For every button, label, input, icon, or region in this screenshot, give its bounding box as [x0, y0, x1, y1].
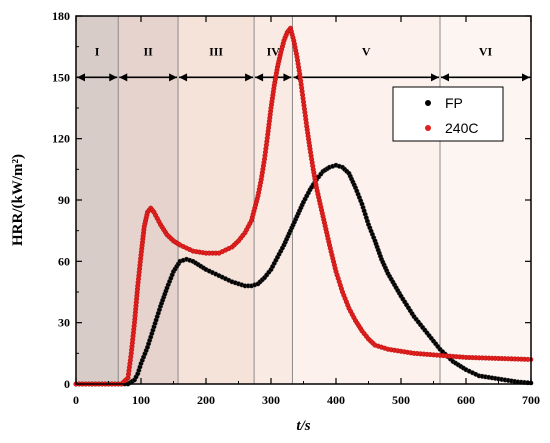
y-tick-label: 0 [64, 377, 70, 391]
region-label-ii: II [143, 44, 153, 58]
region-arrow-head-left [179, 73, 188, 82]
region-label-v: V [362, 44, 371, 58]
y-axis-ticks: 0 30 60 90 120 150 180 [52, 9, 531, 391]
region-arrow-head-right [283, 73, 292, 82]
region-dividers [117, 16, 441, 384]
legend-marker-240c [425, 125, 431, 131]
region-band-i [76, 16, 119, 384]
y-tick-label: 120 [52, 132, 70, 146]
region-arrow-head-right [245, 73, 254, 82]
region-arrows [77, 73, 530, 82]
region-arrow-head-right [169, 73, 178, 82]
series-fp [73, 162, 534, 387]
region-band-v [292, 16, 440, 384]
y-tick-label: 30 [58, 316, 70, 330]
y-axis-label: HRR/(kW/m²) [10, 154, 26, 246]
series-240c [73, 25, 534, 387]
legend-marker-fp [425, 100, 431, 106]
region-label-iii: III [209, 44, 223, 58]
x-tick-label: 0 [73, 393, 79, 407]
region-labels: I II III IV V VI [95, 44, 493, 58]
region-arrow-head-left [255, 73, 264, 82]
y-tick-label: 60 [58, 254, 70, 268]
y-tick-label: 180 [52, 9, 70, 23]
region-label-iv: IV [267, 44, 281, 58]
x-axis-label: t/s [296, 418, 310, 434]
x-tick-label: 400 [327, 393, 345, 407]
x-tick-label: 200 [197, 393, 215, 407]
y-tick-label: 90 [58, 193, 70, 207]
region-band-iv [254, 16, 293, 384]
region-arrow-head-left [119, 73, 128, 82]
x-tick-label: 100 [132, 393, 150, 407]
y-tick-label: 150 [52, 70, 70, 84]
region-label-vi: VI [479, 44, 493, 58]
region-arrow-head-right [109, 73, 118, 82]
region-arrow-head-left [441, 73, 449, 82]
region-band-vi [440, 16, 531, 384]
legend: FP 240C [392, 86, 504, 142]
region-band-iii [178, 16, 255, 384]
legend-label-fp: FP [445, 95, 463, 111]
x-tick-label: 300 [262, 393, 280, 407]
x-tick-label: 500 [392, 393, 410, 407]
legend-label-240c: 240C [445, 120, 478, 136]
region-band-ii [118, 16, 179, 384]
x-tick-label: 600 [457, 393, 475, 407]
region-arrow-head-right [431, 73, 439, 82]
legend-box [392, 86, 504, 142]
x-axis-ticks: 0 100 200 300 400 500 600 700 [73, 16, 540, 407]
data-series [73, 25, 534, 387]
region-label-i: I [95, 44, 100, 58]
x-tick-label: 700 [522, 393, 540, 407]
